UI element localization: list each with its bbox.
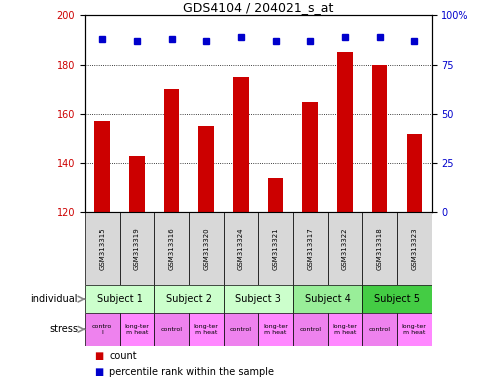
Bar xyxy=(371,65,387,212)
Bar xyxy=(267,178,283,212)
Text: ■: ■ xyxy=(94,351,104,361)
Bar xyxy=(85,212,119,285)
Bar xyxy=(223,313,257,346)
Text: Subject 2: Subject 2 xyxy=(166,294,212,304)
Text: GSM313323: GSM313323 xyxy=(410,227,416,270)
Text: long-ter
m heat: long-ter m heat xyxy=(263,324,287,335)
Text: control: control xyxy=(229,327,251,332)
Bar xyxy=(154,212,189,285)
Text: control: control xyxy=(160,327,182,332)
Bar xyxy=(336,52,352,212)
Text: GSM313315: GSM313315 xyxy=(99,227,105,270)
Bar xyxy=(302,101,318,212)
Text: Subject 3: Subject 3 xyxy=(235,294,281,304)
Text: long-ter
m heat: long-ter m heat xyxy=(401,324,426,335)
Title: GDS4104 / 204021_s_at: GDS4104 / 204021_s_at xyxy=(182,1,333,14)
Bar xyxy=(257,313,292,346)
Bar xyxy=(327,212,362,285)
Bar xyxy=(94,121,110,212)
Text: ■: ■ xyxy=(94,367,104,377)
Bar xyxy=(396,212,431,285)
Bar xyxy=(164,89,179,212)
Bar xyxy=(292,313,327,346)
Bar xyxy=(406,134,421,212)
Text: GSM313318: GSM313318 xyxy=(376,227,382,270)
Bar xyxy=(154,313,189,346)
Bar xyxy=(362,285,431,313)
Text: GSM313319: GSM313319 xyxy=(134,227,139,270)
Bar xyxy=(189,212,223,285)
Bar xyxy=(362,212,396,285)
Text: stress: stress xyxy=(49,324,78,334)
Bar xyxy=(129,156,144,212)
Text: control: control xyxy=(299,327,320,332)
Bar xyxy=(154,285,223,313)
Bar xyxy=(396,313,431,346)
Bar xyxy=(223,285,292,313)
Text: long-ter
m heat: long-ter m heat xyxy=(332,324,357,335)
Bar xyxy=(362,313,396,346)
Text: GSM313321: GSM313321 xyxy=(272,227,278,270)
Text: count: count xyxy=(109,351,136,361)
Text: Subject 1: Subject 1 xyxy=(96,294,142,304)
Text: GSM313320: GSM313320 xyxy=(203,227,209,270)
Text: Subject 5: Subject 5 xyxy=(373,294,419,304)
Text: GSM313322: GSM313322 xyxy=(341,228,347,270)
Bar xyxy=(119,212,154,285)
Bar xyxy=(292,212,327,285)
Text: Subject 4: Subject 4 xyxy=(304,294,350,304)
Text: individual: individual xyxy=(30,294,78,304)
Bar xyxy=(198,126,213,212)
Text: control: control xyxy=(368,327,390,332)
Bar xyxy=(292,285,362,313)
Text: percentile rank within the sample: percentile rank within the sample xyxy=(109,367,273,377)
Text: GSM313324: GSM313324 xyxy=(238,228,243,270)
Text: long-ter
m heat: long-ter m heat xyxy=(194,324,218,335)
Bar xyxy=(233,77,248,212)
Text: GSM313316: GSM313316 xyxy=(168,227,174,270)
Bar xyxy=(119,313,154,346)
Text: contro
l: contro l xyxy=(92,324,112,335)
Text: GSM313317: GSM313317 xyxy=(307,227,313,270)
Bar xyxy=(85,313,119,346)
Text: long-ter
m heat: long-ter m heat xyxy=(124,324,149,335)
Bar xyxy=(189,313,223,346)
Bar xyxy=(223,212,257,285)
Bar xyxy=(327,313,362,346)
Bar xyxy=(85,285,154,313)
Bar xyxy=(257,212,292,285)
